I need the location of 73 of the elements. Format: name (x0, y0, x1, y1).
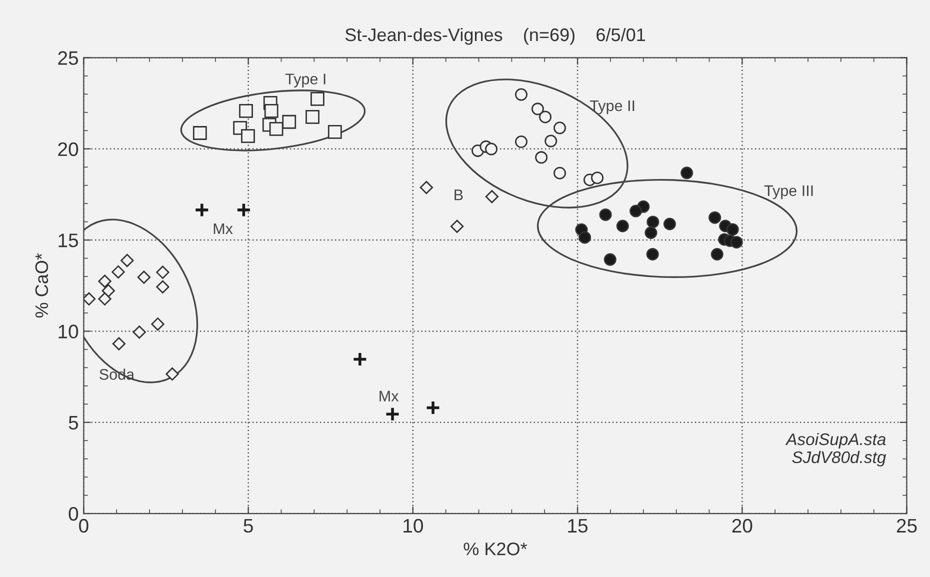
point (539, 110, 552, 124)
point (352, 352, 368, 367)
y-tick-label: 20 (58, 142, 78, 156)
point (425, 400, 441, 416)
point (554, 166, 566, 180)
text: Type III (764, 185, 813, 200)
point (328, 124, 342, 139)
point (604, 253, 616, 266)
chart-title: St-Jean-des-Vignes (n=69) 6/5/01 (345, 28, 645, 45)
point (535, 151, 548, 164)
point (84, 292, 96, 306)
point (680, 166, 694, 180)
point (112, 265, 125, 279)
point (646, 248, 659, 261)
y-axis-title: % CaO* (35, 253, 48, 318)
point (630, 204, 642, 218)
point (591, 172, 604, 184)
y-tick-label: 5 (68, 416, 78, 430)
x-tick-label: 5 (244, 519, 253, 533)
point (663, 218, 676, 230)
point (726, 223, 739, 236)
x-tick-label: 20 (732, 518, 752, 533)
point (708, 211, 722, 224)
point (384, 406, 400, 422)
point (544, 134, 558, 148)
point (514, 88, 528, 101)
point (644, 226, 658, 239)
point (310, 92, 324, 106)
point (156, 266, 170, 279)
series-label: Mx (214, 223, 233, 234)
x-tick-label: 25 (896, 518, 917, 533)
point (531, 102, 544, 116)
point (485, 190, 499, 204)
point (514, 136, 528, 148)
point (112, 337, 126, 350)
x-tick-label: 0 (79, 518, 88, 533)
y-tick-label: 15 (58, 234, 78, 248)
point (194, 202, 210, 218)
series-label: Type II (590, 100, 634, 114)
point (239, 104, 253, 118)
series-label: Type I (285, 74, 326, 88)
point (730, 236, 743, 248)
point (264, 104, 278, 118)
point (420, 180, 434, 194)
y-tick-label: 0 (68, 507, 78, 521)
point (166, 367, 179, 381)
point (282, 114, 296, 129)
y-tick-label: 10 (58, 324, 78, 338)
y-tick-label: 25 (58, 51, 78, 65)
point (578, 231, 592, 244)
x-tick-label: 10 (404, 518, 423, 533)
point (710, 248, 724, 261)
point (646, 216, 660, 228)
point (616, 220, 629, 232)
point (450, 220, 464, 233)
point (236, 202, 252, 218)
point (306, 110, 320, 124)
point (151, 318, 164, 331)
x-tick-label: 15 (568, 519, 588, 533)
point (120, 254, 134, 268)
point (192, 126, 207, 140)
point (599, 208, 612, 221)
point (269, 122, 284, 136)
point (132, 326, 146, 339)
annotation: AsoiSupA.sta SJdV80d.stg (785, 432, 886, 466)
point (137, 270, 151, 284)
point (241, 129, 255, 144)
series-label: Mx (380, 390, 399, 402)
x-axis-title: % K2O* (464, 542, 528, 556)
point (156, 280, 170, 294)
series-label: B (454, 190, 463, 200)
point (485, 142, 498, 156)
point (554, 122, 566, 134)
